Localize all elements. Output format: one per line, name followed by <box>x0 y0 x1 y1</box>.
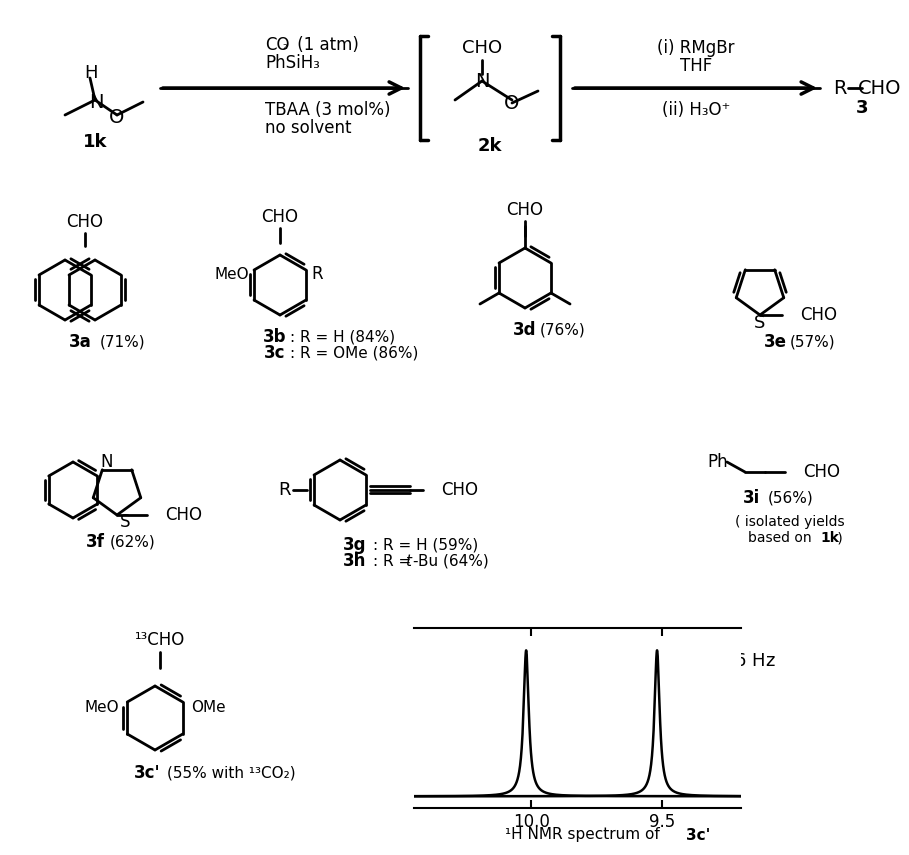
Text: R: R <box>834 79 847 97</box>
Text: 3c': 3c' <box>686 828 710 842</box>
Text: based on: based on <box>748 531 816 545</box>
Text: THF: THF <box>680 57 712 75</box>
Text: 3d: 3d <box>514 321 536 339</box>
Text: -Bu (64%): -Bu (64%) <box>413 553 489 569</box>
Text: : R = OMe (86%): : R = OMe (86%) <box>290 345 418 361</box>
Text: OMe: OMe <box>191 699 225 715</box>
Text: ¹³CHO: ¹³CHO <box>135 631 185 649</box>
Text: ₂: ₂ <box>282 38 287 51</box>
Text: R: R <box>311 265 323 283</box>
Text: 3b: 3b <box>264 328 286 346</box>
Text: 3e: 3e <box>764 333 786 351</box>
Text: H: H <box>85 64 98 82</box>
Text: CO: CO <box>265 36 289 54</box>
Text: CHO: CHO <box>462 39 502 57</box>
Text: (76%): (76%) <box>540 322 585 338</box>
Text: MeO: MeO <box>215 267 249 281</box>
Text: 3: 3 <box>855 99 868 117</box>
Text: R: R <box>279 481 291 499</box>
Text: CHO: CHO <box>803 463 840 481</box>
Text: (62%): (62%) <box>110 534 155 550</box>
Text: O: O <box>109 108 125 127</box>
Text: S: S <box>120 513 130 531</box>
Text: N: N <box>101 453 114 471</box>
Text: (i) RMgBr: (i) RMgBr <box>657 39 734 57</box>
Text: 3a: 3a <box>68 333 92 351</box>
Text: (57%): (57%) <box>790 334 835 350</box>
Text: CHO: CHO <box>858 79 902 97</box>
Text: : R = H (59%): : R = H (59%) <box>373 538 478 552</box>
Text: O: O <box>504 93 520 113</box>
Text: CHO: CHO <box>66 213 104 231</box>
Text: ( isolated yields: ( isolated yields <box>735 515 844 529</box>
Text: no solvent: no solvent <box>265 119 352 137</box>
Text: CHO: CHO <box>800 306 837 324</box>
Text: MeO: MeO <box>85 699 119 715</box>
Text: 1k: 1k <box>83 133 107 151</box>
Text: ): ) <box>833 531 843 545</box>
Text: TBAA (3 mol%): TBAA (3 mol%) <box>265 101 391 119</box>
Text: CHO: CHO <box>441 481 478 499</box>
Text: ¹H NMR spectrum of: ¹H NMR spectrum of <box>505 828 664 842</box>
Text: : R =: : R = <box>373 553 416 569</box>
Text: 3c: 3c <box>265 344 285 362</box>
Text: CHO: CHO <box>262 208 298 226</box>
Text: 3c': 3c' <box>134 764 160 782</box>
Text: N: N <box>474 72 489 91</box>
Text: 1k: 1k <box>820 531 839 545</box>
Text: CHO: CHO <box>165 506 202 524</box>
Text: N: N <box>89 92 104 111</box>
Text: (71%): (71%) <box>100 334 145 350</box>
Text: CHO: CHO <box>506 201 544 219</box>
Text: : R = H (84%): : R = H (84%) <box>290 329 395 345</box>
Text: 3f: 3f <box>85 533 105 551</box>
Text: (1 atm): (1 atm) <box>292 36 359 54</box>
Text: (56%): (56%) <box>768 491 814 505</box>
Text: 3i: 3i <box>744 489 761 507</box>
Text: 3g: 3g <box>344 536 366 554</box>
Text: 2k: 2k <box>478 137 503 155</box>
Text: 3h: 3h <box>344 552 366 570</box>
Text: (ii) H₃O⁺: (ii) H₃O⁺ <box>662 101 730 119</box>
Text: $J_{\mathrm{CH}}$ = 176 Hz: $J_{\mathrm{CH}}$ = 176 Hz <box>658 652 775 673</box>
Text: S: S <box>754 314 765 332</box>
Text: PhSiH₃: PhSiH₃ <box>265 54 320 72</box>
Text: Ph: Ph <box>708 453 728 471</box>
Text: (55% with ¹³CO₂): (55% with ¹³CO₂) <box>167 765 295 781</box>
Text: t: t <box>405 553 411 569</box>
